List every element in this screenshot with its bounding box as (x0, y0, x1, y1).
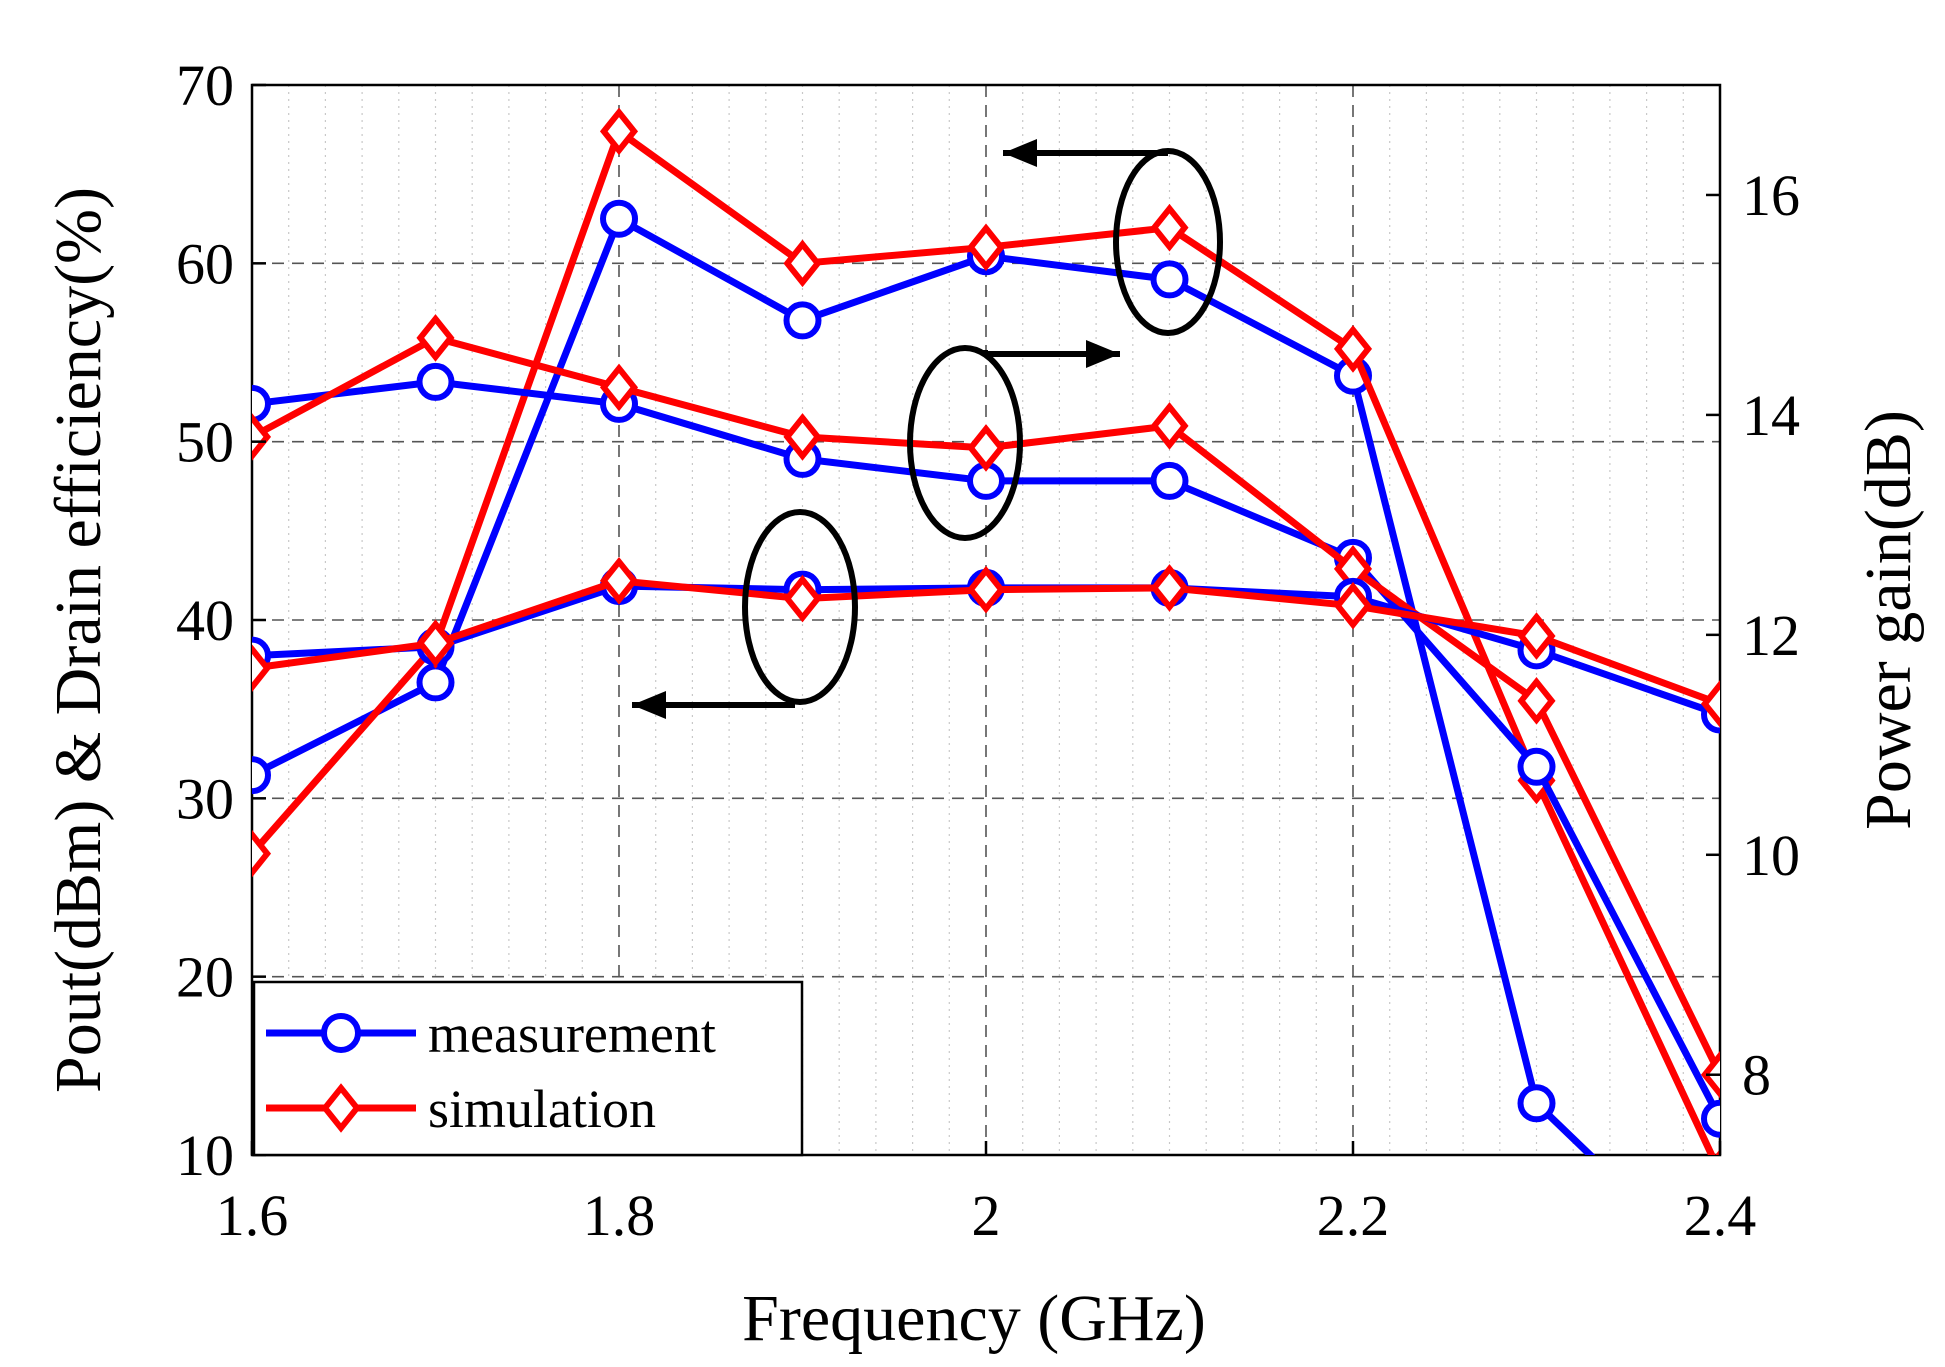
y-right-tick-label: 14 (1742, 383, 1800, 448)
data-point (252, 384, 271, 423)
data-point (966, 565, 1006, 614)
data-point (1701, 1099, 1720, 1138)
series-group-0 (252, 199, 1596, 1155)
y-right-tick-label: 10 (1742, 823, 1800, 888)
data-point (600, 199, 638, 238)
data-point (1517, 1084, 1556, 1123)
data-point (416, 314, 455, 362)
y-axis-title-right: Power gain(dB) (1852, 410, 1925, 830)
annotation-arrow-efficiency-head (1003, 139, 1037, 167)
data-point (1150, 260, 1189, 299)
data-point (1700, 680, 1720, 728)
data-point (1517, 747, 1556, 786)
data-point (252, 644, 272, 692)
data-point (1150, 564, 1189, 612)
annotation-ellipse-pout (742, 509, 858, 705)
y-left-tick-label: 40 (176, 588, 234, 653)
data-point (599, 363, 639, 412)
y-right-tick-label: 12 (1742, 603, 1800, 668)
data-point (599, 556, 639, 605)
legend-marker-measurement (321, 1013, 361, 1053)
data-point (252, 829, 272, 878)
data-point (1333, 325, 1373, 373)
data-point (966, 223, 1006, 272)
legend-label-measurement: measurement (428, 1004, 716, 1064)
data-point (783, 301, 822, 340)
x-tick-label: 2.4 (1684, 1183, 1757, 1248)
series-layer (252, 107, 1720, 1155)
data-point (599, 107, 639, 156)
y-left-tick-label: 50 (176, 410, 234, 475)
y-right-tick-label: 16 (1742, 163, 1800, 228)
x-axis-title: Frequency (GHz) (742, 1282, 1206, 1355)
data-point (252, 413, 272, 461)
data-point (783, 574, 822, 623)
y-right-tick-label: 8 (1742, 1043, 1771, 1108)
data-point (1333, 581, 1373, 630)
data-point (1150, 461, 1189, 500)
series-group-3 (252, 314, 1720, 1099)
ticks: 1.6 1.8 2 2.2 2.4 10 20 30 40 50 60 70 8 10 12 14 16 (176, 53, 1800, 1248)
annotation-layer (632, 139, 1223, 719)
data-point (1150, 203, 1189, 252)
x-tick-label: 1.6 (216, 1183, 289, 1248)
legend: measurement simulation (252, 980, 804, 1157)
data-point (416, 663, 455, 702)
data-point (783, 413, 822, 461)
legend-label-simulation: simulation (428, 1079, 656, 1139)
data-point (783, 239, 822, 288)
y-axis-title-left: Pout(dBm) & Drain efficiency(%) (42, 187, 115, 1093)
y-left-tick-label: 10 (176, 1123, 234, 1188)
data-point (252, 756, 271, 795)
annotation-ellipse-gain (907, 345, 1023, 541)
annotation-arrow-pout-head (632, 691, 666, 719)
y-left-tick-label: 60 (176, 231, 234, 296)
legend-marker-simulation (321, 1083, 361, 1133)
annotation-arrow-gain-head (1086, 340, 1120, 368)
series-group-5 (252, 556, 1720, 728)
x-tick-label: 2 (972, 1183, 1001, 1248)
data-point (966, 424, 1006, 472)
y-left-tick-label: 70 (176, 53, 234, 118)
y-left-tick-label: 30 (176, 766, 234, 831)
data-point (416, 362, 455, 401)
data-point (416, 619, 455, 667)
data-point (1517, 677, 1556, 725)
x-tick-label: 1.8 (583, 1183, 656, 1248)
data-point (1150, 402, 1189, 450)
data-point (1517, 612, 1556, 660)
y-left-tick-label: 20 (176, 945, 234, 1010)
x-tick-label: 2.2 (1317, 1183, 1390, 1248)
